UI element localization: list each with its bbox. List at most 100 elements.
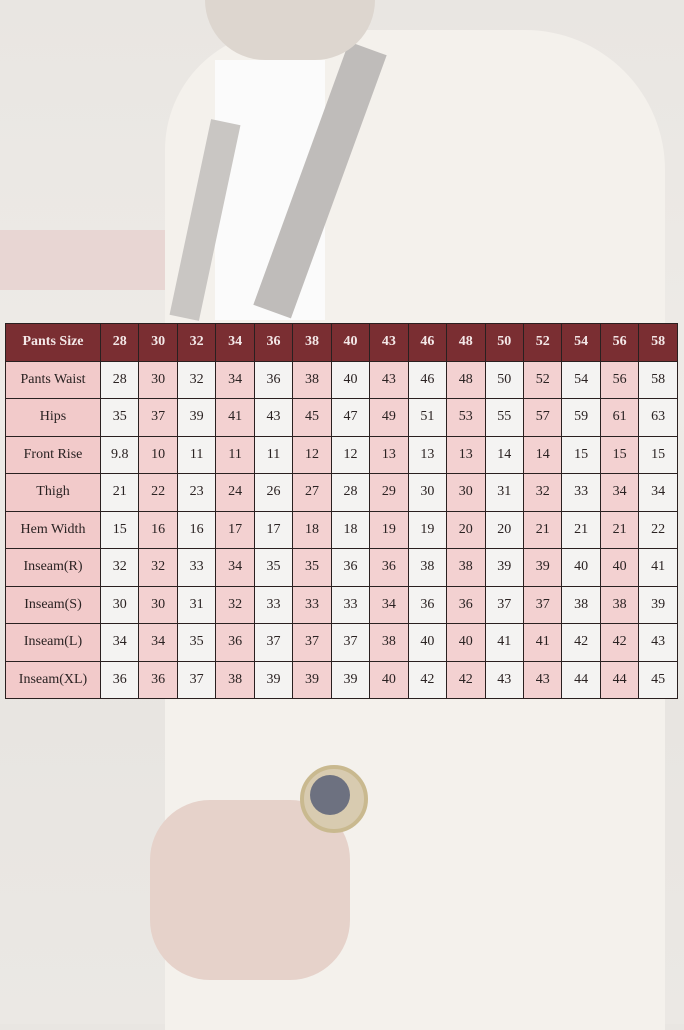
table-cell: 20 [484,510,524,549]
table-cell: 18 [330,510,371,549]
table-cell: 31 [484,473,524,512]
table-cell: 40 [330,360,371,399]
table-cell: 40 [561,548,601,587]
table-cell: 29 [369,473,409,512]
table-cell: 21 [561,510,601,549]
table-cell: 21 [522,510,563,549]
table-row: Inseam(S) 30 30 31 32 33 33 33 34 36 36 37 37 38 38 39 [5,585,678,624]
table-cell: 9.8 [99,435,140,474]
table-cell: 36 [446,585,486,624]
table-cell: 13 [407,435,448,474]
table-cell: 63 [638,398,678,437]
header-size: 32 [176,323,217,362]
background-watch-face [310,775,350,815]
header-size: 40 [330,323,371,362]
table-cell: 36 [99,660,140,699]
table-cell: 19 [369,510,409,549]
table-cell: 38 [215,660,255,699]
table-cell: 26 [253,473,294,512]
table-cell: 36 [215,623,255,662]
table-cell: 33 [176,548,217,587]
table-cell: 35 [292,548,332,587]
table-cell: 45 [638,660,678,699]
table-cell: 54 [561,360,601,399]
table-cell: 47 [330,398,371,437]
table-cell: 21 [99,473,140,512]
background-beard [205,0,375,60]
table-cell: 37 [176,660,217,699]
table-cell: 59 [561,398,601,437]
table-cell: 20 [446,510,486,549]
table-cell: 57 [522,398,563,437]
table-cell: 33 [330,585,371,624]
table-cell: 41 [638,548,678,587]
table-cell: 39 [484,548,524,587]
table-cell: 36 [330,548,371,587]
table-cell: 43 [369,360,409,399]
table-cell: 15 [561,435,601,474]
table-cell: 38 [446,548,486,587]
table-cell: 33 [561,473,601,512]
table-cell: 19 [407,510,448,549]
header-size: 36 [253,323,294,362]
table-cell: 32 [522,473,563,512]
table-cell: 32 [138,548,178,587]
table-cell: 42 [407,660,448,699]
table-cell: 45 [292,398,332,437]
table-row: Inseam(XL) 36 36 37 38 39 39 39 40 42 42 43 43 44 44 45 [5,660,678,699]
table-cell: 35 [176,623,217,662]
table-cell: 30 [99,585,140,624]
table-cell: 33 [253,585,294,624]
table-cell: 43 [484,660,524,699]
header-size: 52 [522,323,563,362]
header-size: 34 [215,323,255,362]
table-cell: 30 [138,360,178,399]
table-cell: 61 [599,398,640,437]
table-cell: 33 [292,585,332,624]
table-cell: 14 [522,435,563,474]
table-cell: 32 [99,548,140,587]
table-cell: 34 [215,360,255,399]
table-cell: 28 [99,360,140,399]
table-cell: 38 [292,360,332,399]
table-cell: 42 [561,623,601,662]
table-cell: 11 [253,435,294,474]
row-label: Inseam(R) [5,548,101,587]
table-cell: 34 [215,548,255,587]
table-cell: 41 [484,623,524,662]
table-cell: 24 [215,473,255,512]
table-cell: 16 [138,510,178,549]
table-cell: 28 [330,473,371,512]
table-cell: 18 [292,510,332,549]
table-cell: 21 [599,510,640,549]
table-cell: 32 [176,360,217,399]
table-cell: 43 [522,660,563,699]
table-cell: 39 [638,585,678,624]
header-size: 58 [638,323,678,362]
table-cell: 37 [330,623,371,662]
size-chart-table: Pants Size 28 30 32 34 36 38 40 43 46 48 50 52 54 56 58… [5,323,678,699]
table-row: Hips 35 37 39 41 43 45 47 49 51 53 55 57 59 61 63 [5,398,678,437]
header-size: 48 [446,323,486,362]
table-cell: 40 [369,660,409,699]
table-row: Inseam(R) 32 32 33 34 35 35 36 36 38 38 39 39 40 40 41 [5,548,678,587]
table-cell: 23 [176,473,217,512]
table-cell: 37 [292,623,332,662]
table-cell: 36 [407,585,448,624]
table-cell: 52 [522,360,563,399]
table-cell: 39 [330,660,371,699]
table-cell: 22 [138,473,178,512]
table-cell: 34 [138,623,178,662]
table-cell: 30 [446,473,486,512]
table-cell: 42 [599,623,640,662]
table-cell: 34 [369,585,409,624]
table-cell: 13 [446,435,486,474]
header-size: 38 [292,323,332,362]
table-cell: 40 [446,623,486,662]
row-label: Inseam(L) [5,623,101,662]
table-cell: 17 [215,510,255,549]
header-size: 46 [407,323,448,362]
row-label: Thigh [5,473,101,512]
table-cell: 43 [638,623,678,662]
table-cell: 17 [253,510,294,549]
